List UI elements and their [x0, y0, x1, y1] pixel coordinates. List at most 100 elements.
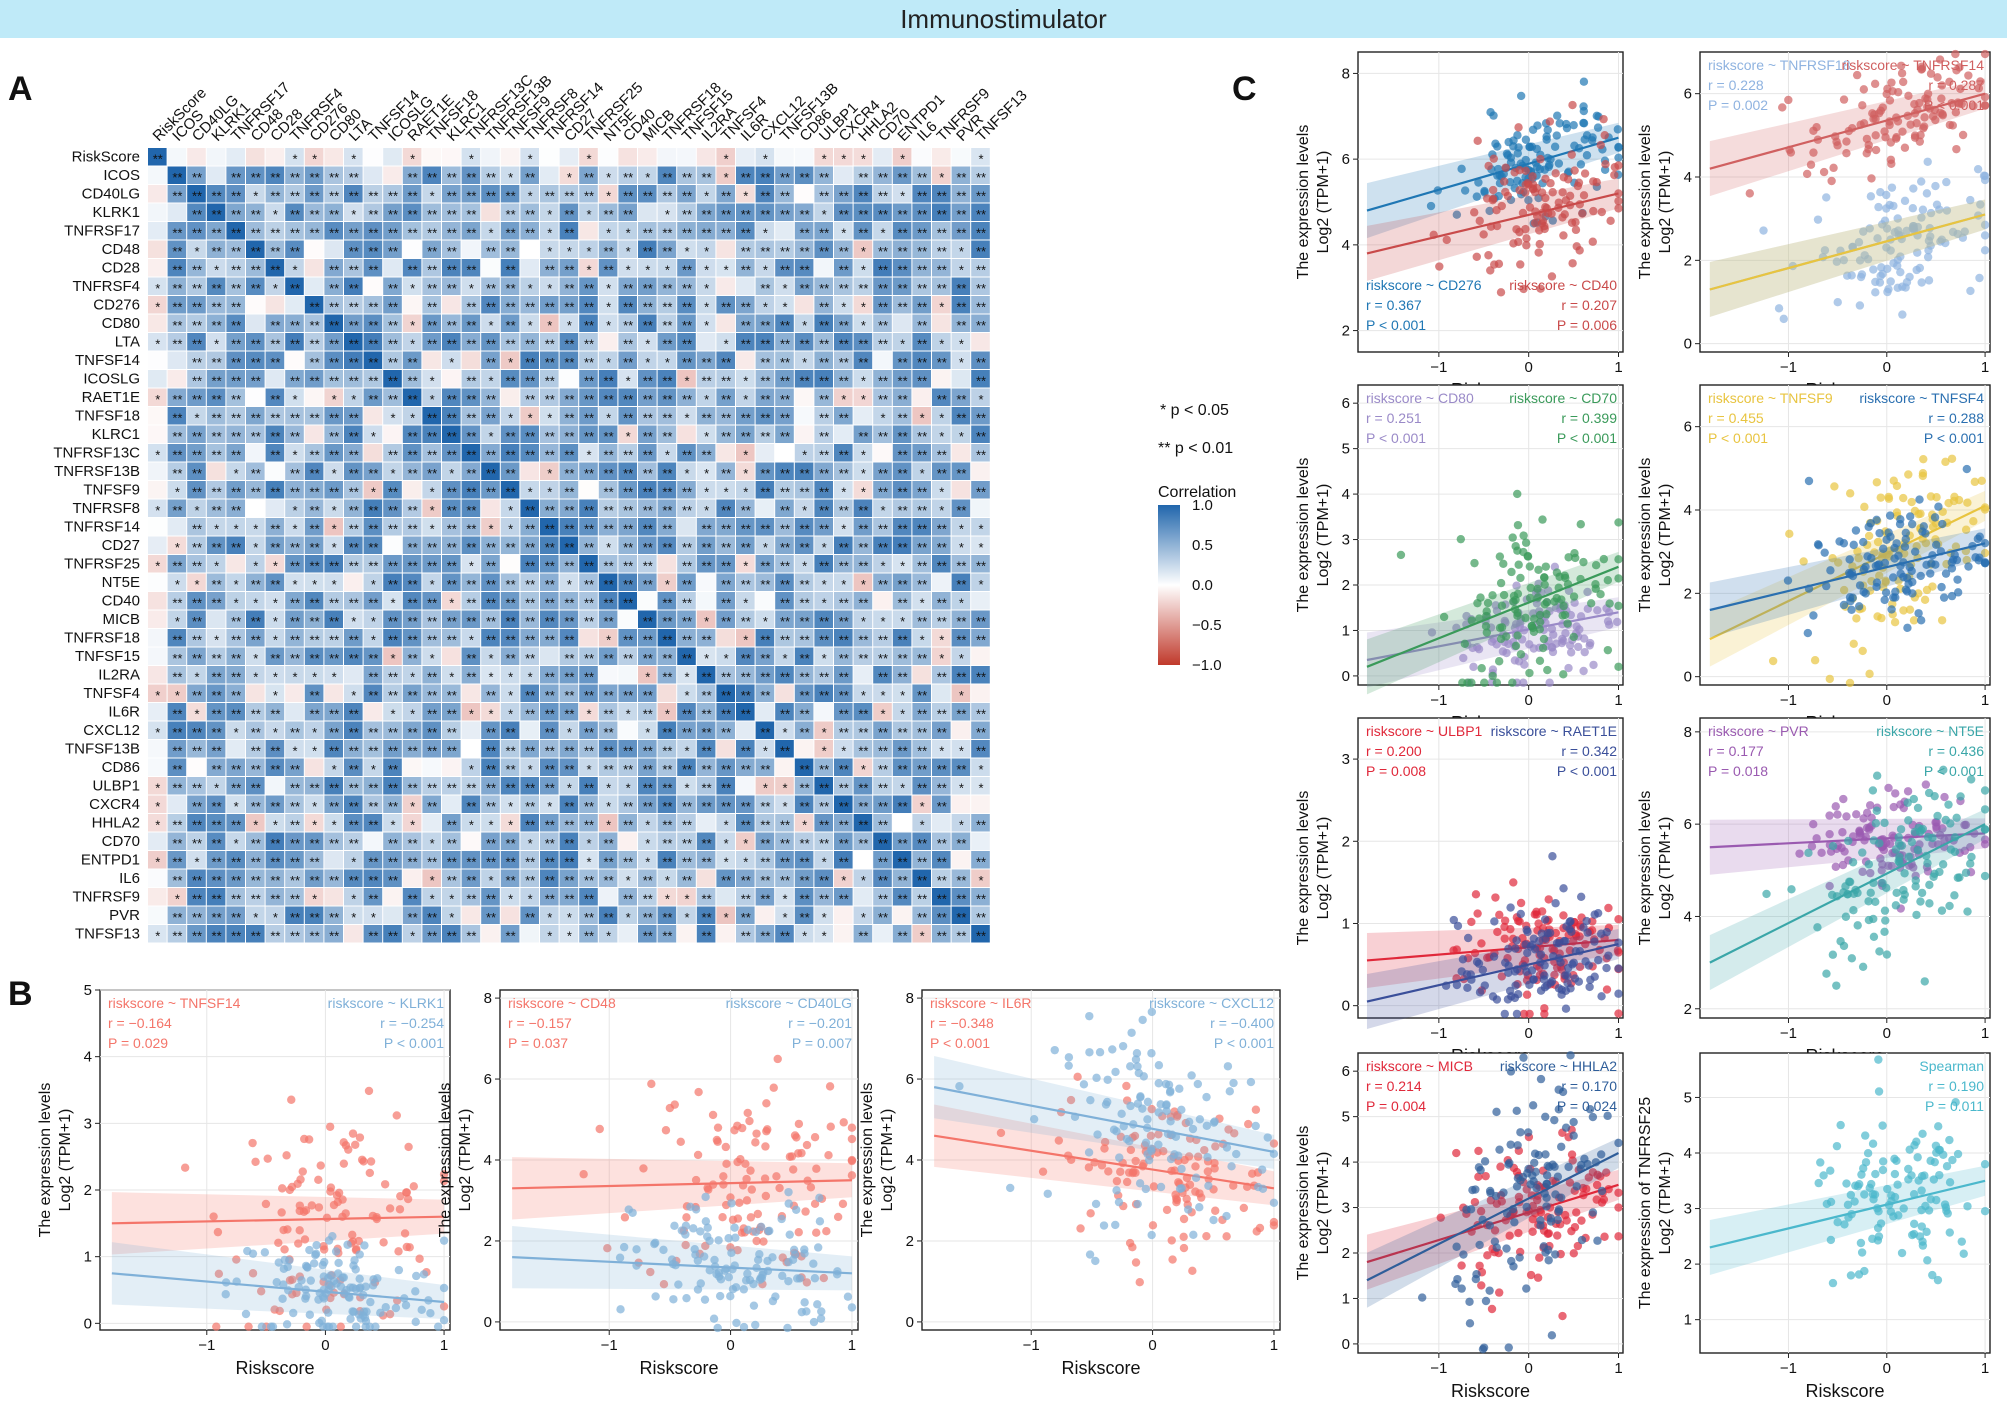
heatmap-cell: [912, 148, 931, 166]
y-tick-label: 4: [1342, 486, 1350, 503]
data-point: [212, 1322, 221, 1331]
data-point: [419, 1270, 429, 1279]
data-point: [1162, 1100, 1171, 1109]
data-point: [1166, 1086, 1175, 1096]
data-point: [1599, 114, 1608, 124]
data-point: [681, 1221, 691, 1231]
sig-mark: **: [368, 207, 378, 222]
heatmap-cell: [559, 166, 579, 184]
data-point: [1900, 196, 1910, 206]
data-point: [1501, 163, 1510, 172]
sig-mark: **: [329, 226, 339, 241]
heatmap-cell: [383, 148, 402, 166]
heatmap-cell: [540, 166, 559, 184]
sig-mark: **: [466, 226, 476, 241]
sig-mark: **: [231, 170, 241, 185]
data-point: [282, 1151, 291, 1160]
data-point: [1614, 153, 1623, 162]
data-point: [1923, 252, 1933, 262]
series-label: riskscore ~ CD40LG: [726, 995, 852, 1011]
sig-mark: **: [466, 189, 476, 204]
heatmap-cell: [206, 166, 226, 184]
heatmap-cell: [461, 203, 481, 221]
data-point: [1922, 189, 1932, 198]
data-point: [1980, 231, 1990, 240]
heatmap-cell: [892, 203, 912, 221]
data-point: [1867, 174, 1876, 183]
heatmap-cell: [324, 222, 343, 240]
series-r-value: r = 0.287: [1928, 77, 1984, 93]
sig-mark: **: [780, 207, 790, 222]
heatmap-cell: [618, 166, 637, 184]
heatmap-cell: [285, 222, 304, 240]
y-tick-label: 1: [84, 1249, 92, 1266]
sig-mark: **: [427, 170, 437, 185]
heatmap-cell: [304, 203, 324, 221]
y-axis-label: The expression levels Log2 (TPM+1): [1295, 125, 1332, 280]
sig-mark: *: [351, 207, 356, 222]
y-tick-label: 2: [1342, 323, 1350, 340]
data-point: [343, 1240, 352, 1249]
heatmap-cell: [559, 148, 579, 166]
data-point: [761, 1142, 770, 1151]
sig-mark: **: [172, 189, 182, 204]
data-point: [1822, 193, 1831, 202]
heatmap-cell: [912, 222, 931, 240]
data-point: [312, 1240, 321, 1250]
series-r-value: r = −0.348: [930, 1015, 994, 1031]
sig-mark: **: [408, 189, 418, 204]
heatmap-cell: [814, 222, 833, 240]
series-p-value: P < 0.001: [930, 1035, 990, 1051]
heatmap-cell: [461, 148, 481, 166]
sig-mark: **: [486, 189, 496, 204]
data-point: [1889, 258, 1898, 268]
heatmap-cell: [716, 222, 735, 240]
heatmap-cell: [677, 185, 696, 203]
data-point: [1569, 120, 1578, 130]
heatmap-cell: [951, 222, 971, 240]
heatmap-cell: [461, 185, 481, 203]
data-point: [1133, 1199, 1142, 1209]
panel-c-label: C: [1232, 70, 1257, 108]
sig-mark: **: [800, 207, 810, 222]
heatmap-cell: [402, 185, 422, 203]
heatmap-cell: [187, 222, 206, 240]
data-point: [1871, 288, 1880, 297]
y-tick-label: 0: [1342, 668, 1350, 685]
series-r-value: r = −0.254: [380, 1015, 444, 1031]
sig-mark: **: [506, 226, 516, 241]
sig-mark: **: [231, 207, 241, 222]
data-point: [1229, 1078, 1238, 1088]
data-point: [1084, 1148, 1094, 1157]
data-point: [1182, 1194, 1191, 1204]
y-tick-label: 8: [484, 990, 492, 1007]
data-point: [1870, 79, 1880, 89]
heatmap-cell: [422, 222, 441, 240]
series-p-value: P < 0.001: [1924, 97, 1984, 113]
x-axis-label: Riskscore: [235, 1358, 314, 1378]
sig-mark: *: [606, 226, 611, 241]
x-tick-label: 0: [1525, 692, 1533, 709]
data-point: [751, 1320, 760, 1330]
data-point: [810, 1132, 820, 1142]
heatmap-cell: [794, 185, 814, 203]
data-point: [1135, 1179, 1145, 1188]
series-r-value: r = −0.157: [508, 1015, 572, 1031]
sig-mark: **: [819, 226, 829, 241]
row-label: CD28: [102, 259, 140, 276]
data-point: [322, 1322, 332, 1331]
sig-mark: **: [231, 226, 241, 241]
data-point: [1191, 1173, 1201, 1182]
sig-mark: **: [290, 207, 300, 222]
sig-mark: **: [525, 207, 535, 222]
data-point: [1091, 1199, 1101, 1209]
heatmap-cell: [657, 185, 677, 203]
data-point: [1482, 194, 1492, 203]
heatmap-cell: [618, 185, 637, 203]
data-point: [693, 1150, 703, 1160]
heatmap-cell: [383, 222, 402, 240]
heatmap-cell: [422, 148, 441, 166]
data-point: [751, 1138, 760, 1147]
sig-mark: **: [153, 152, 163, 167]
